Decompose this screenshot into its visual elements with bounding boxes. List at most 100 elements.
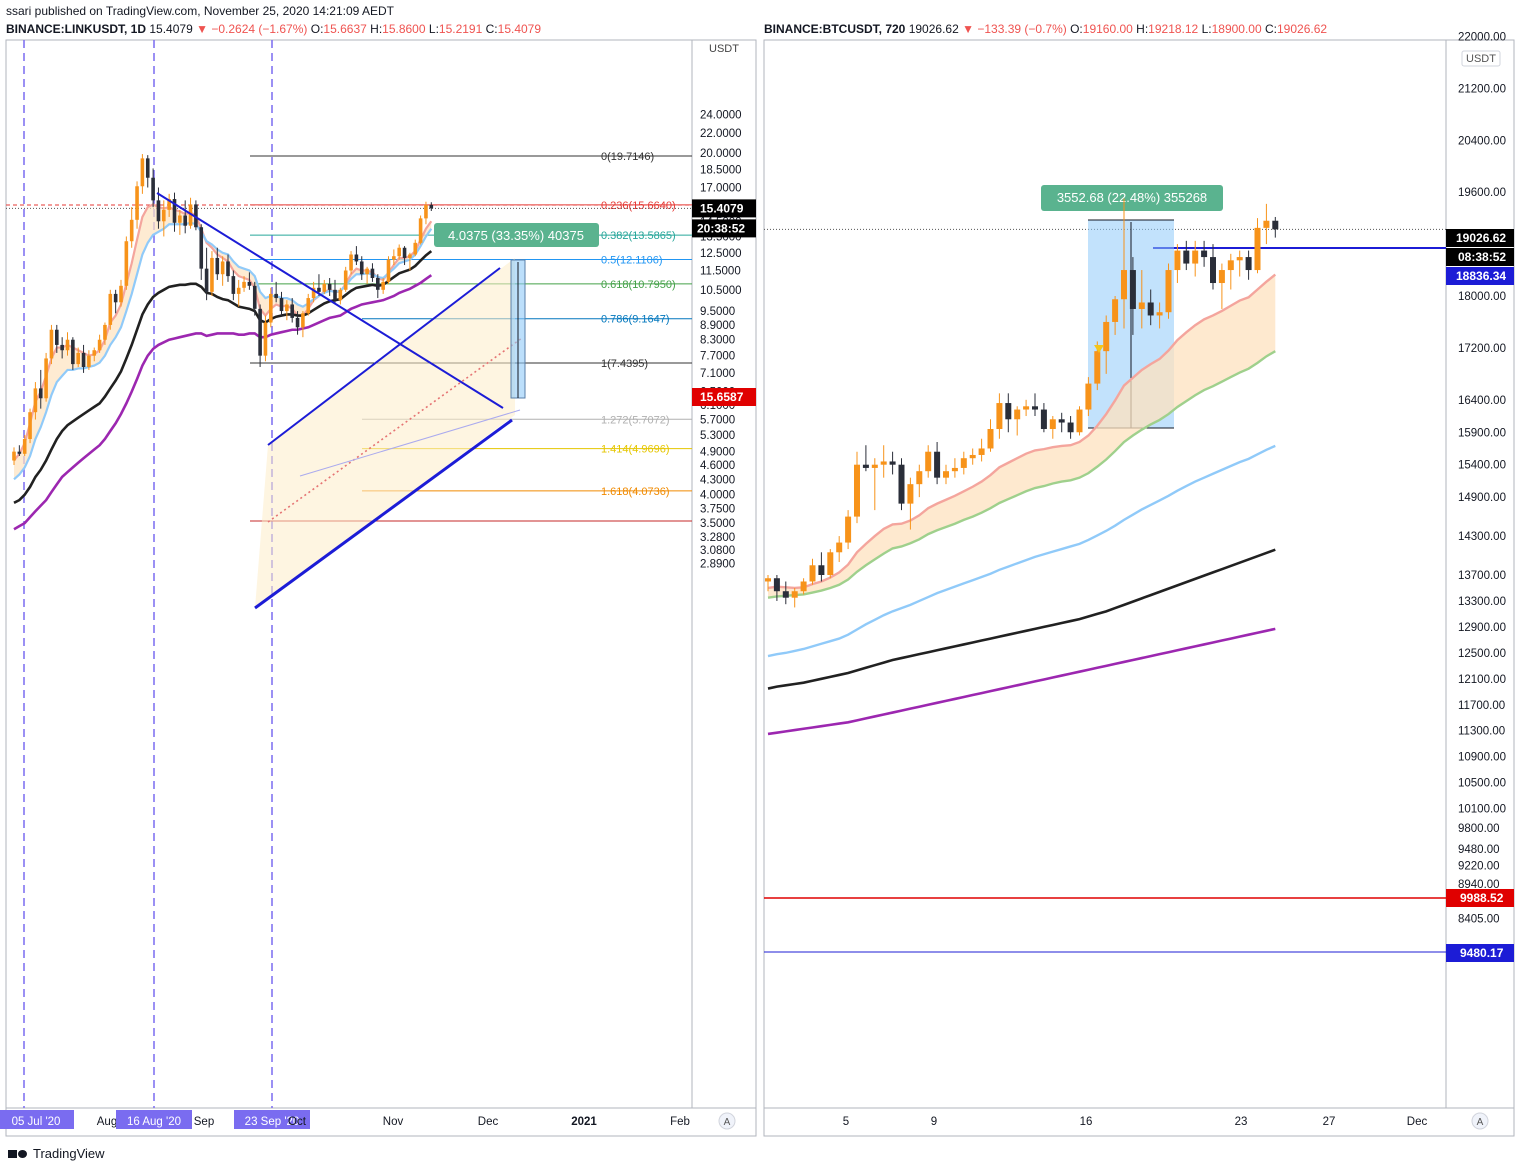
- link-candle-body: [199, 227, 204, 269]
- btc-ticker-line: BINANCE:BTCUSDT, 720 19026.62 ▼ −133.39 …: [764, 22, 1328, 36]
- link-candle-body: [55, 329, 59, 345]
- link-y-tick: 8.3000: [700, 335, 735, 347]
- link-y-tick: 2.8900: [700, 559, 735, 571]
- link-candle-body: [194, 204, 198, 228]
- link-prev-badge: [692, 388, 756, 406]
- btc-y-tick: 10500.00: [1458, 778, 1506, 790]
- link-candle-body: [28, 412, 32, 440]
- btc-y-tick: 13700.00: [1458, 570, 1506, 582]
- link-candle-body: [215, 257, 220, 275]
- link-last-price-badge: [692, 199, 756, 218]
- link-chart-frame: [5, 39, 757, 1137]
- link-candle-body: [327, 283, 332, 290]
- btc-candle-body: [1210, 257, 1216, 284]
- fib-label-0: 0(19.7146): [601, 151, 654, 163]
- btc-y-tick: 12100.00: [1458, 674, 1506, 686]
- link-y-tick: 7.7000: [700, 351, 735, 363]
- fib-label-7: 1.272(5.7072): [601, 414, 670, 426]
- btc-last-badge: [1446, 229, 1514, 247]
- link-measure-label-box: [434, 223, 599, 247]
- rising-resistance-trendline[interactable]: [267, 267, 501, 446]
- link-candle-body: [381, 281, 385, 290]
- fib-label-4: 0.618(10.7950): [601, 279, 676, 291]
- btc-currency-label: USDT: [1466, 53, 1496, 65]
- btc-candle-body: [1058, 419, 1065, 423]
- fib-label-9: 1.618(4.0736): [601, 486, 670, 498]
- btc-candle-body: [1174, 250, 1181, 271]
- link-auto-scale-icon: A: [724, 1117, 731, 1128]
- link-symbol: BINANCE:LINKUSDT, 1D: [6, 22, 147, 36]
- btc-candle-body: [1103, 321, 1110, 352]
- btc-candle-body: [765, 578, 771, 582]
- link-candle-body: [301, 313, 305, 328]
- btc-candle-body: [916, 471, 923, 485]
- fib-label-3: 0.5(12.1106): [601, 255, 663, 267]
- link-candle-body: [71, 339, 75, 365]
- btc-auto-scale-icon: A: [1477, 1117, 1484, 1128]
- btc-candle-body: [969, 454, 976, 459]
- btc-candle-body: [996, 403, 1003, 430]
- btc-candle-body: [978, 448, 985, 455]
- link-candle-body: [317, 287, 321, 292]
- btc-candle-body: [854, 464, 860, 517]
- btc-candle-body: [1192, 250, 1199, 264]
- btc-ema-line-4: [767, 627, 1276, 736]
- link-candle-body: [87, 355, 91, 367]
- link-candle-body: [210, 257, 214, 292]
- link-candle-body: [22, 439, 27, 454]
- link-y-tick: 4.0000: [700, 490, 735, 502]
- link-date-marker-box: [234, 1110, 310, 1129]
- btc-candle-body: [1040, 409, 1047, 430]
- link-x-label: 05 Jul '20: [12, 1116, 61, 1128]
- link-measure-label: 4.0375 (33.35%) 40375: [448, 228, 584, 243]
- btc-auto-scale-button[interactable]: [1471, 1112, 1489, 1130]
- link-auto-scale-button[interactable]: [718, 1112, 736, 1130]
- link-candle-body: [354, 254, 359, 262]
- link-x-label: Aug: [97, 1116, 117, 1128]
- btc-x-label: Dec: [1407, 1116, 1428, 1128]
- rising-support-trendline[interactable]: [254, 418, 513, 610]
- link-candle-body: [429, 204, 434, 209]
- btc-candle-body: [1263, 220, 1270, 228]
- link-candle-body: [151, 177, 155, 201]
- link-y-tick: 4.3000: [700, 474, 735, 486]
- link-chart[interactable]: 0(19.7146) 0.236(15.6640) 0.382(13.5865) 0.…: [0, 39, 757, 1137]
- link-candle-body: [172, 199, 177, 223]
- descending-trendline[interactable]: [156, 192, 504, 409]
- btc-candle-body: [800, 581, 807, 592]
- link-candle-body: [252, 285, 257, 309]
- tradingview-brand[interactable]: TradingView: [8, 1146, 105, 1161]
- link-candle-body: [365, 268, 369, 275]
- btc-y-tick: 18000.00: [1458, 291, 1506, 303]
- link-x-label: Oct: [288, 1116, 307, 1128]
- btc-currency-box[interactable]: [1461, 50, 1501, 67]
- btc-last: 19026.62: [908, 22, 959, 36]
- link-candle-body: [92, 350, 97, 356]
- link-candle-body: [333, 289, 337, 301]
- btc-candle-body: [1138, 302, 1145, 309]
- link-candle-body: [413, 242, 418, 255]
- btc-open: 19160.00: [1082, 22, 1133, 36]
- btc-red-badge: [1446, 889, 1514, 907]
- btc-symbol: BINANCE:BTCUSDT, 720: [764, 22, 906, 36]
- btc-candle-body: [880, 461, 887, 465]
- link-candle-body: [408, 254, 412, 258]
- btc-ema-line-1: [767, 350, 1276, 599]
- btc-ema-line-3: [767, 548, 1276, 690]
- btc-chart[interactable]: 3552.68 (22.48%) 35526823000.0022000.002…: [763, 0, 1515, 1137]
- link-x-label: Sep: [194, 1116, 214, 1128]
- btc-change-arrow-icon: ▼: [962, 22, 974, 36]
- link-candle-body: [167, 199, 171, 210]
- link-candle-body: [247, 281, 252, 286]
- link-x-label: 23 Sep '20: [245, 1116, 300, 1128]
- link-close: 15.4079: [497, 22, 542, 36]
- btc-y-tick: 14900.00: [1458, 492, 1506, 504]
- link-candle-body: [12, 451, 16, 461]
- link-candle-body: [135, 186, 139, 220]
- link-change-arrow-icon: ▼: [196, 22, 208, 36]
- link-open: 15.6637: [323, 22, 367, 36]
- btc-candle-body: [1049, 419, 1056, 430]
- btc-blue-text: 9480.17: [1460, 946, 1504, 960]
- link-y-tick: 9.5000: [700, 306, 735, 318]
